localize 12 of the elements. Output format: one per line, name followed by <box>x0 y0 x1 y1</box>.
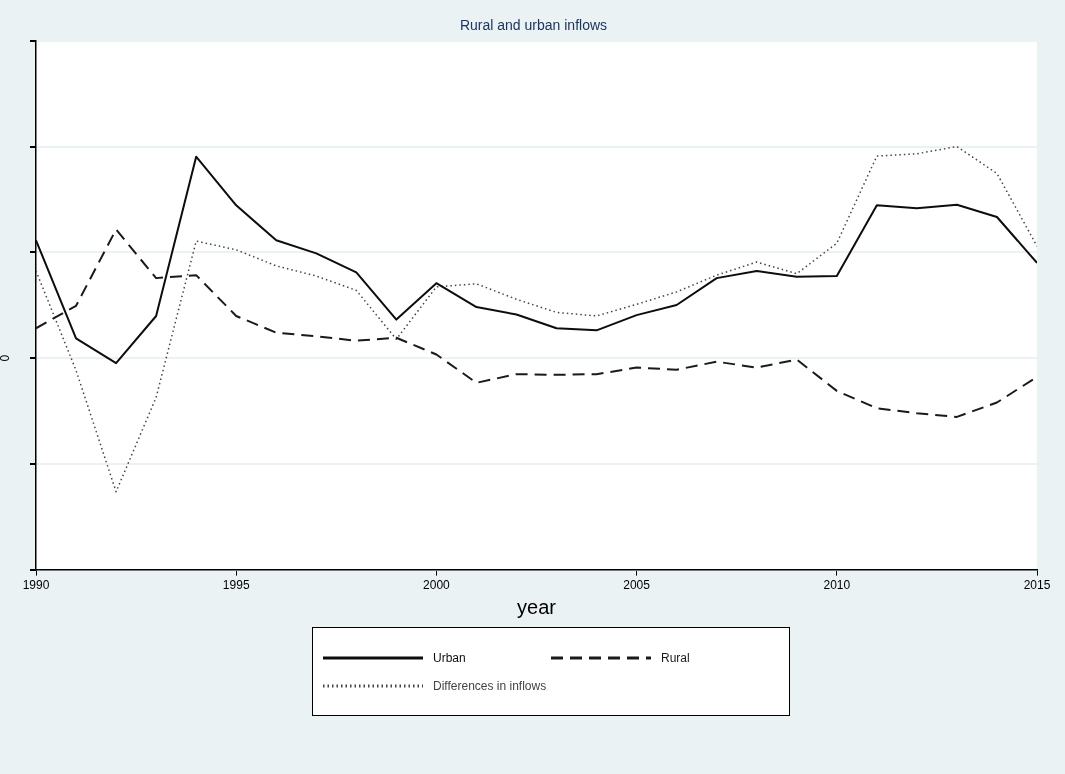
x-tick-label: 2005 <box>623 578 651 593</box>
chart-title: Rural and urban inflows <box>459 17 608 34</box>
text: Rural <box>661 650 690 665</box>
x-tick-label: 1995 <box>222 578 250 593</box>
x-tick-label: 2015 <box>1023 578 1051 593</box>
x-tick-label: 1990 <box>22 578 50 593</box>
x-tick-label: 2010 <box>823 578 851 593</box>
text: Differences in inflows <box>433 678 547 693</box>
x-tick-label: 2000 <box>423 578 451 593</box>
text: 0 <box>0 354 13 362</box>
text: Urban <box>433 650 466 665</box>
x-axis-title: year <box>517 595 557 618</box>
